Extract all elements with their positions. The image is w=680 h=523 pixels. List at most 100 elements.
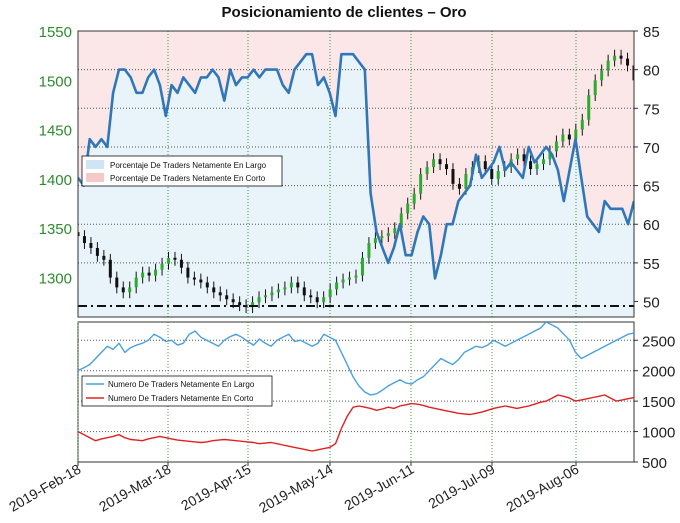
candle-body — [328, 289, 332, 298]
legend-swatch-largo — [86, 160, 104, 169]
candle-body — [541, 159, 545, 165]
candle-body — [283, 287, 287, 290]
candle-body — [548, 151, 552, 160]
legend-swatch-corto — [86, 173, 104, 182]
y-tick-right: 70 — [643, 140, 660, 157]
x-tick-date: 2019-May-14 — [256, 461, 336, 516]
candle-body — [438, 159, 442, 165]
chart-title: Posicionamiento de clientes – Oro — [221, 4, 466, 21]
candle-body — [367, 243, 371, 258]
candle-body — [554, 141, 558, 152]
legend-label-num-largo: Numero De Traders Netamente En Largo — [108, 380, 255, 389]
bottom-panel: 500 1000 1500 2000 2500 Numero De Traders Ne… — [77, 321, 675, 472]
candle-body — [587, 95, 591, 120]
candle-body — [335, 282, 339, 290]
candle-body — [496, 171, 500, 179]
candle-body — [95, 247, 99, 256]
candle-body — [386, 233, 390, 237]
y-tick-right: 85 — [643, 24, 660, 41]
candle-body — [108, 259, 112, 278]
y-tick-right: 2000 — [642, 364, 675, 381]
y-tick-right: 1500 — [642, 394, 675, 411]
x-tick-date: 2019-Mar-18 — [96, 461, 174, 515]
candle-body — [483, 161, 487, 170]
candle-body — [141, 272, 145, 278]
candle-body — [613, 55, 617, 61]
area-largo — [78, 54, 634, 302]
candle-body — [490, 169, 494, 179]
candle-body — [238, 302, 242, 306]
candle-body — [205, 282, 209, 288]
y-tick-right: 500 — [642, 455, 667, 472]
candle-body — [257, 297, 261, 303]
line-numero-corto — [78, 394, 634, 452]
candle-body — [432, 159, 436, 168]
candle-body — [619, 55, 623, 59]
candle-body — [89, 243, 93, 248]
candle-body — [296, 282, 300, 288]
candle-body — [425, 167, 429, 174]
y-tick-right: 75 — [643, 101, 660, 118]
candle-body — [102, 255, 106, 260]
candle-body — [360, 257, 364, 276]
y-tick-left: 1350 — [39, 221, 72, 238]
candle-body — [451, 169, 455, 184]
candle-body — [251, 302, 255, 308]
candle-body — [212, 287, 216, 293]
candle-body — [341, 279, 345, 283]
candle-body — [348, 277, 352, 280]
y-tick-left: 1550 — [39, 24, 72, 41]
candle-body — [115, 277, 119, 288]
candle-body — [516, 154, 520, 160]
line-porcentaje-largo — [78, 52, 634, 280]
candle-body — [315, 297, 319, 303]
candle-body — [218, 292, 222, 296]
candle-body — [263, 295, 267, 298]
line-numero-largo — [78, 322, 634, 396]
candle-body — [128, 287, 132, 293]
candle-body — [82, 236, 86, 244]
top-panel-frame — [77, 30, 635, 318]
candle-body — [399, 213, 403, 229]
candle-body — [522, 154, 526, 162]
candle-body — [154, 269, 158, 276]
top-legend-box — [81, 155, 283, 187]
candle-body — [167, 257, 171, 264]
candle-body — [302, 287, 306, 296]
y-tick-right: 55 — [643, 256, 660, 273]
candle-body — [160, 263, 164, 270]
candle-body — [354, 275, 358, 278]
candle-body — [600, 70, 604, 81]
x-tick-date: 2019-Aug-06 — [503, 461, 581, 515]
y-tick-right: 65 — [643, 179, 660, 196]
y-tick-right: 80 — [643, 63, 660, 80]
x-tick-date: 2019-Jun-11 — [341, 461, 416, 514]
area-corto — [78, 31, 634, 279]
bottom-legend-box — [81, 375, 273, 407]
candle-body — [632, 65, 634, 81]
candle-body — [147, 272, 151, 276]
y-tick-right: 60 — [643, 217, 660, 234]
candle-body — [593, 80, 597, 96]
candle-body — [529, 161, 533, 170]
candle-body — [192, 277, 196, 280]
candle-body — [561, 134, 565, 142]
y-tick-right: 2500 — [642, 333, 675, 350]
candle-body — [412, 193, 416, 204]
candle-body — [289, 282, 293, 288]
y-tick-left: 1400 — [39, 172, 72, 189]
x-tick-date: 2019-Apr-15 — [178, 461, 254, 514]
candle-body — [309, 295, 313, 298]
candle-body — [574, 129, 578, 140]
bottom-legend: Numero De Traders Netamente En Largo Num… — [81, 375, 273, 407]
candle-body — [606, 60, 610, 71]
legend-label-num-corto: Numero De Traders Netamente En Corto — [108, 394, 254, 403]
x-tick-date: 2019-Feb-18 — [6, 461, 84, 515]
candle-body — [134, 277, 138, 288]
candle-body — [121, 287, 125, 293]
candle-body — [231, 299, 235, 303]
candle-body — [322, 297, 326, 303]
top-panel: 1300 1350 1400 1450 1500 1550 50 55 60 65 70 75 80 8… — [39, 24, 660, 318]
candle-body — [225, 295, 229, 300]
